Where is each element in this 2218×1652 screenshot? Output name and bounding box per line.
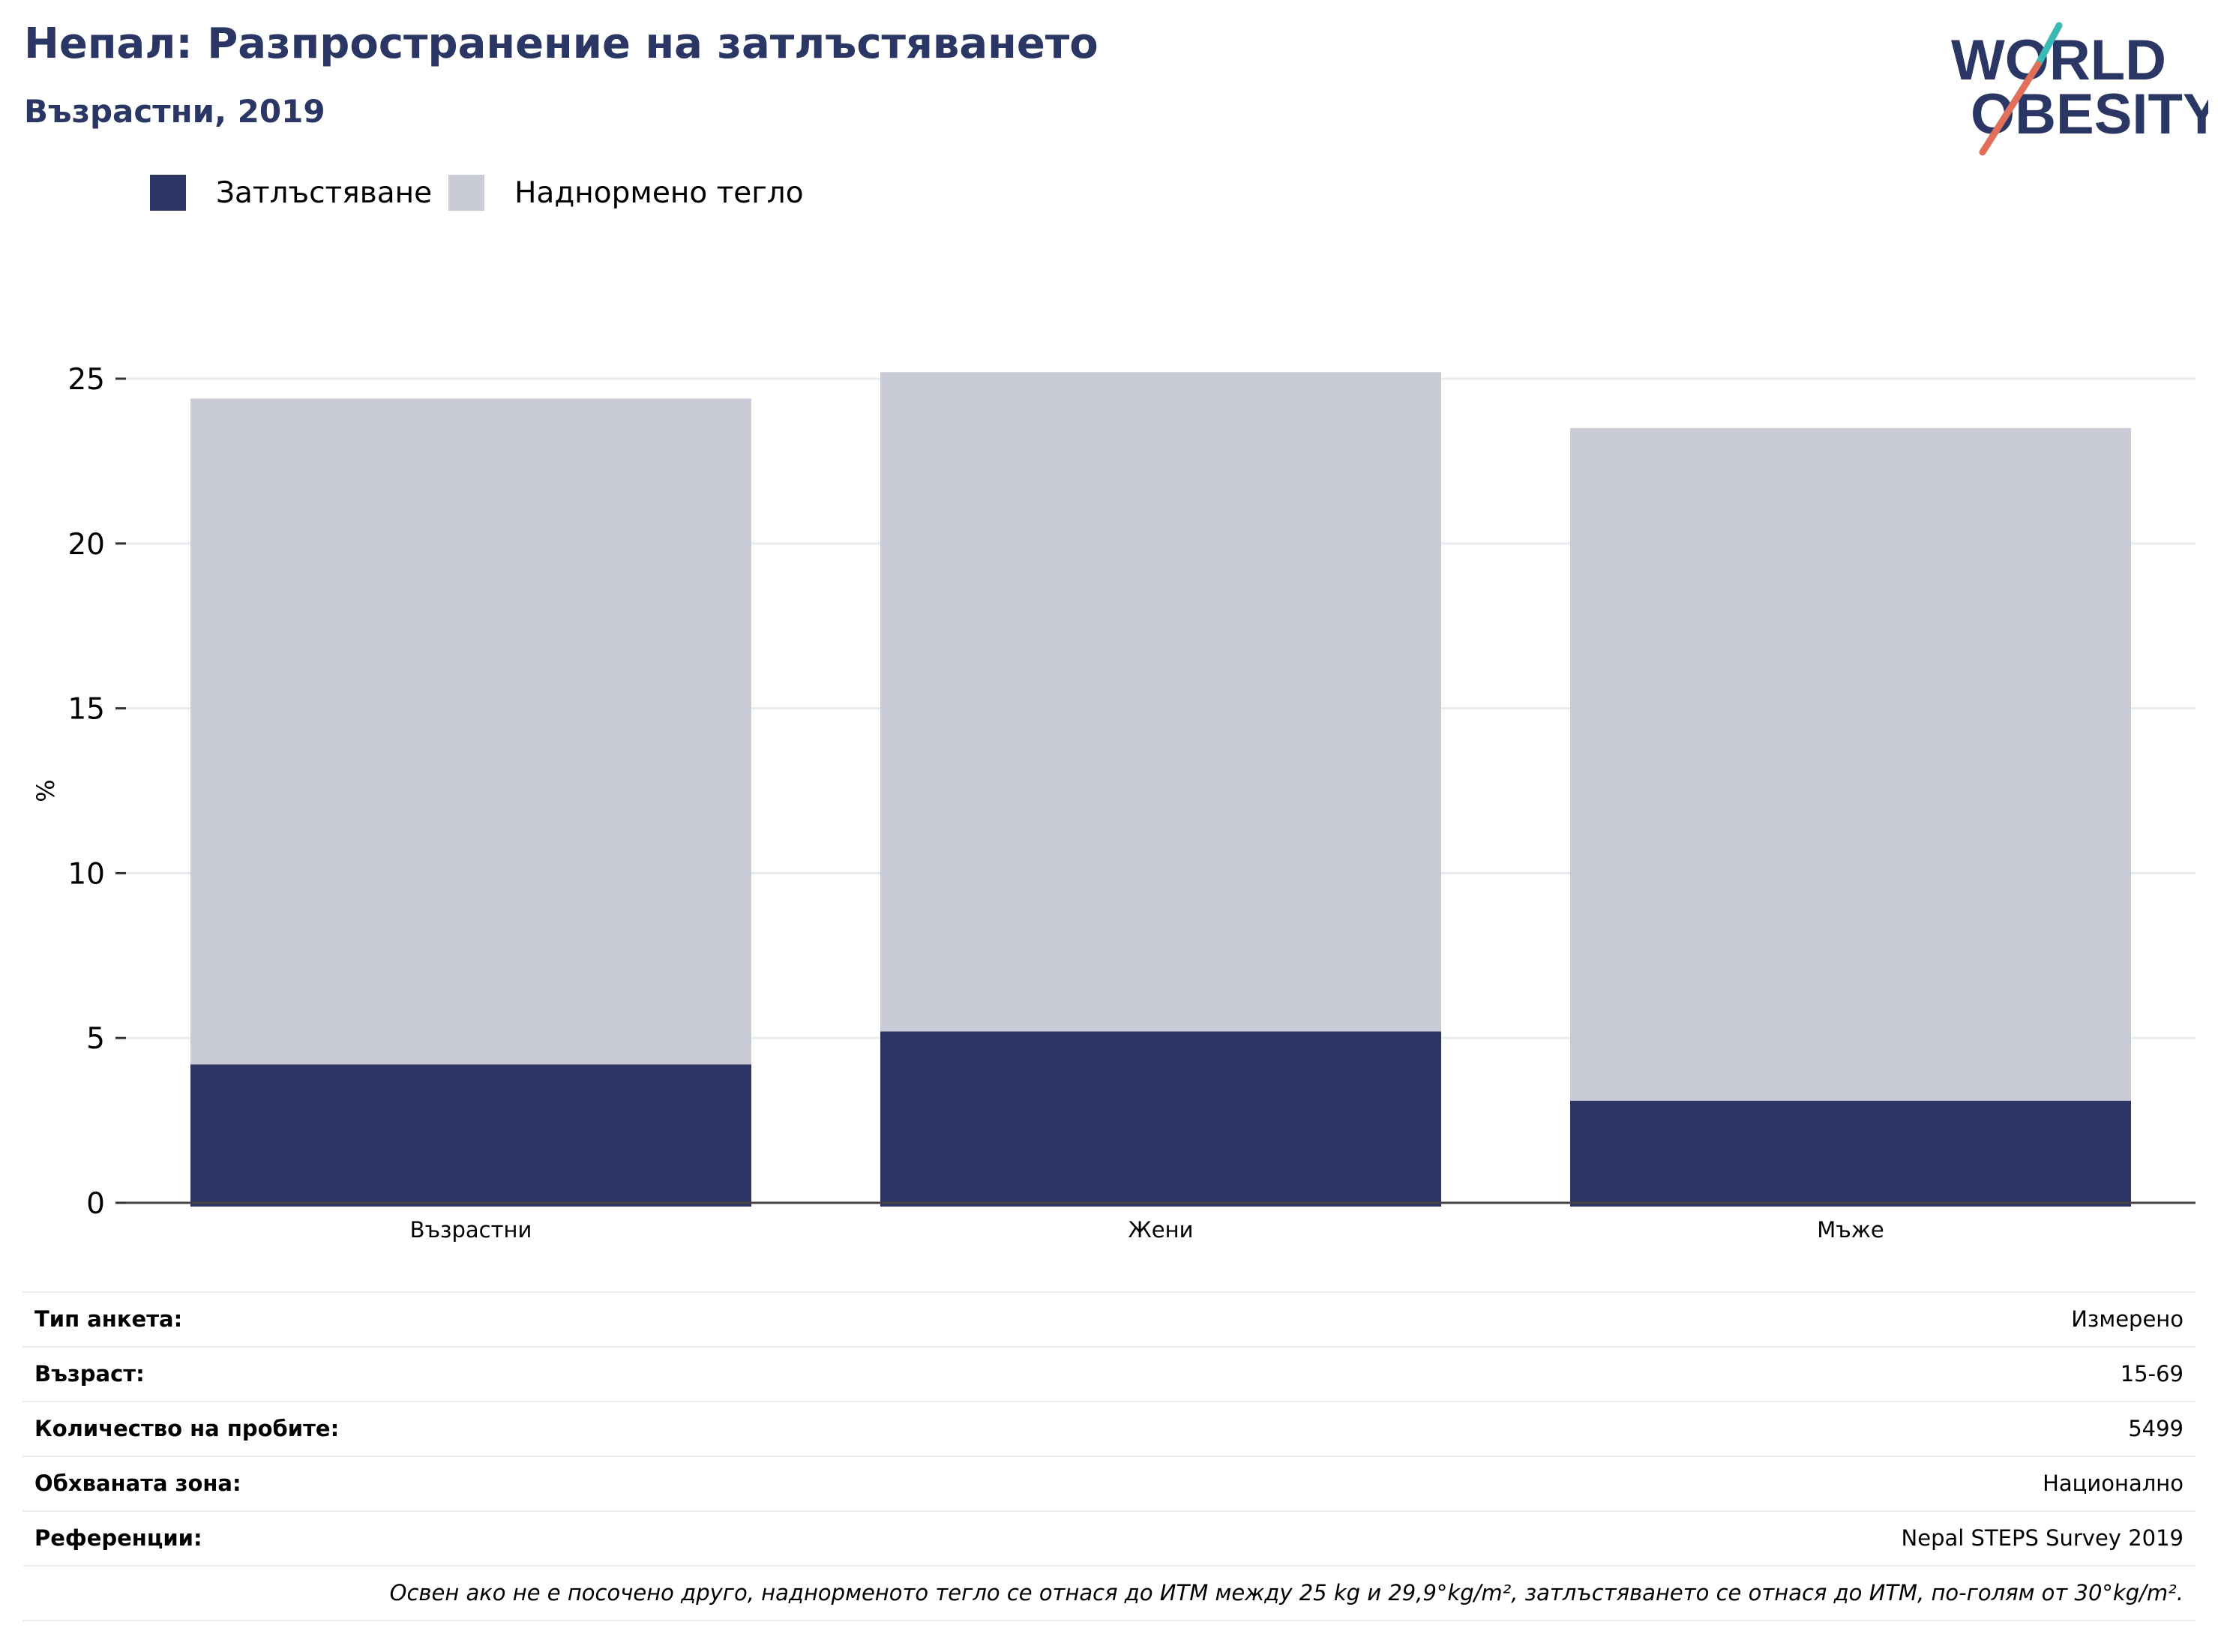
x-tick-label: Възрастни xyxy=(410,1217,532,1243)
x-tick-label: Мъже xyxy=(1817,1217,1884,1243)
bar-obesity xyxy=(190,1064,751,1207)
legend-label-obesity: Затлъстяване xyxy=(216,175,433,210)
logo-line-1: WORLD xyxy=(1951,28,2166,92)
logo-slash-top xyxy=(2034,22,2063,68)
info-label: Количество на пробите: xyxy=(34,1416,340,1441)
info-label: Възраст: xyxy=(34,1361,145,1387)
y-tick-label: 15 xyxy=(67,693,105,727)
bar-obesity xyxy=(880,1031,1441,1207)
bar-overweight xyxy=(1570,427,2131,1101)
info-label: Тип анкета: xyxy=(34,1306,183,1332)
info-row-sample-size: Количество на пробите: 5499 xyxy=(22,1401,2196,1456)
legend-swatch-overweight xyxy=(448,175,485,211)
info-label: Референции: xyxy=(34,1525,202,1551)
chart-title: Непал: Разпространение на затлъстяването xyxy=(24,19,1099,68)
y-axis-label: % xyxy=(31,779,60,802)
survey-info-table: Тип анкета: Измерено Възраст: 15-69 Коли… xyxy=(22,1291,2196,1621)
y-tick-label: 25 xyxy=(67,363,105,397)
legend-swatch-obesity xyxy=(150,175,186,211)
y-tick-label: 20 xyxy=(67,528,105,562)
info-row-survey-type: Тип анкета: Измерено xyxy=(22,1291,2196,1346)
chart-legend: Затлъстяване Наднормено тегло xyxy=(150,174,820,211)
bar-chart: 0 5 10 15 20 25% Възрастни Жени Мъже xyxy=(31,363,2196,1243)
logo-slash-bottom xyxy=(1979,61,2042,156)
legend-label-overweight: Наднормено тегло xyxy=(514,175,804,210)
definition-note-text: Освен ако не е посочено друго, наднормен… xyxy=(389,1580,2184,1606)
world-obesity-logo: WORLD OBESITY xyxy=(1951,22,2208,156)
y-tick-label: 5 xyxy=(86,1022,105,1056)
bar-obesity xyxy=(1570,1100,2131,1207)
info-value: Национално xyxy=(2043,1471,2184,1496)
x-tick-label: Жени xyxy=(1128,1217,1194,1243)
info-row-age: Възраст: 15-69 xyxy=(22,1346,2196,1401)
y-tick-label: 10 xyxy=(67,857,105,891)
legend-item-overweight: Наднормено тегло xyxy=(448,175,804,211)
bar-overweight xyxy=(190,398,751,1065)
bar-overweight xyxy=(880,372,1441,1032)
info-label: Обхваната зона: xyxy=(34,1471,241,1496)
info-row-references: Референции: Nepal STEPS Survey 2019 xyxy=(22,1510,2196,1565)
chart-subtitle: Възрастни, 2019 xyxy=(24,93,325,130)
info-value: Nepal STEPS Survey 2019 xyxy=(1901,1525,2184,1551)
legend-item-obesity: Затлъстяване xyxy=(150,175,432,211)
info-row-coverage: Обхваната зона: Национално xyxy=(22,1456,2196,1510)
info-value: Измерено xyxy=(2071,1306,2184,1332)
info-value: 5499 xyxy=(2128,1416,2184,1441)
definition-note: Освен ако не е посочено друго, наднормен… xyxy=(22,1565,2196,1621)
y-tick-label: 0 xyxy=(86,1187,105,1221)
info-value: 15-69 xyxy=(2120,1361,2184,1387)
